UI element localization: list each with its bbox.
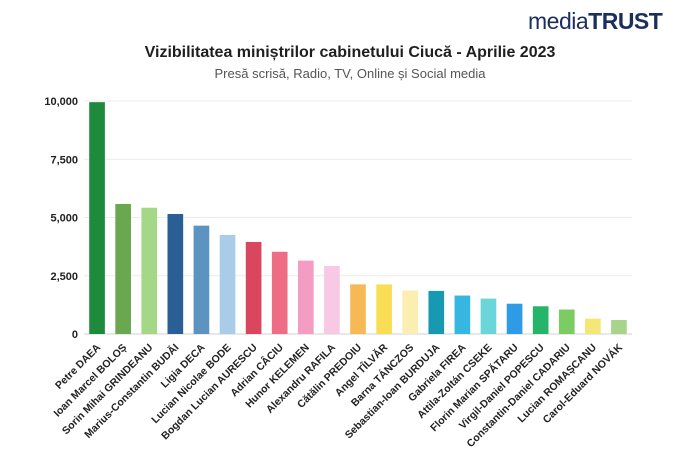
chart-subtitle: Presă scrisă, Radio, TV, Online și Socia… (214, 66, 486, 81)
bar (271, 251, 288, 334)
bar (167, 214, 184, 334)
bar (297, 260, 314, 334)
bar (402, 290, 419, 334)
chart-title: Vizibilitatea miniștrilor cabinetului Ci… (144, 44, 556, 61)
bar (585, 318, 601, 334)
bar (350, 284, 366, 334)
y-tick-label: 2,500 (50, 271, 78, 283)
bar (428, 290, 445, 334)
bar (454, 295, 471, 334)
bar (611, 320, 627, 334)
y-tick-label: 0 (72, 329, 78, 341)
y-tick-label: 7,500 (50, 154, 78, 166)
bar (115, 203, 131, 334)
bar (532, 306, 549, 334)
y-tick-label: 10,000 (44, 96, 78, 108)
bar (219, 234, 236, 334)
bar (376, 284, 392, 334)
bar (506, 303, 523, 334)
y-tick-label: 5,000 (50, 213, 78, 225)
bar (245, 241, 262, 334)
bar (141, 207, 158, 334)
mediatrust-logo: mediaTRUST (528, 8, 663, 34)
bar (324, 265, 340, 334)
bar (480, 298, 497, 334)
bar (193, 225, 210, 334)
bar (89, 102, 105, 334)
bar (558, 309, 575, 334)
